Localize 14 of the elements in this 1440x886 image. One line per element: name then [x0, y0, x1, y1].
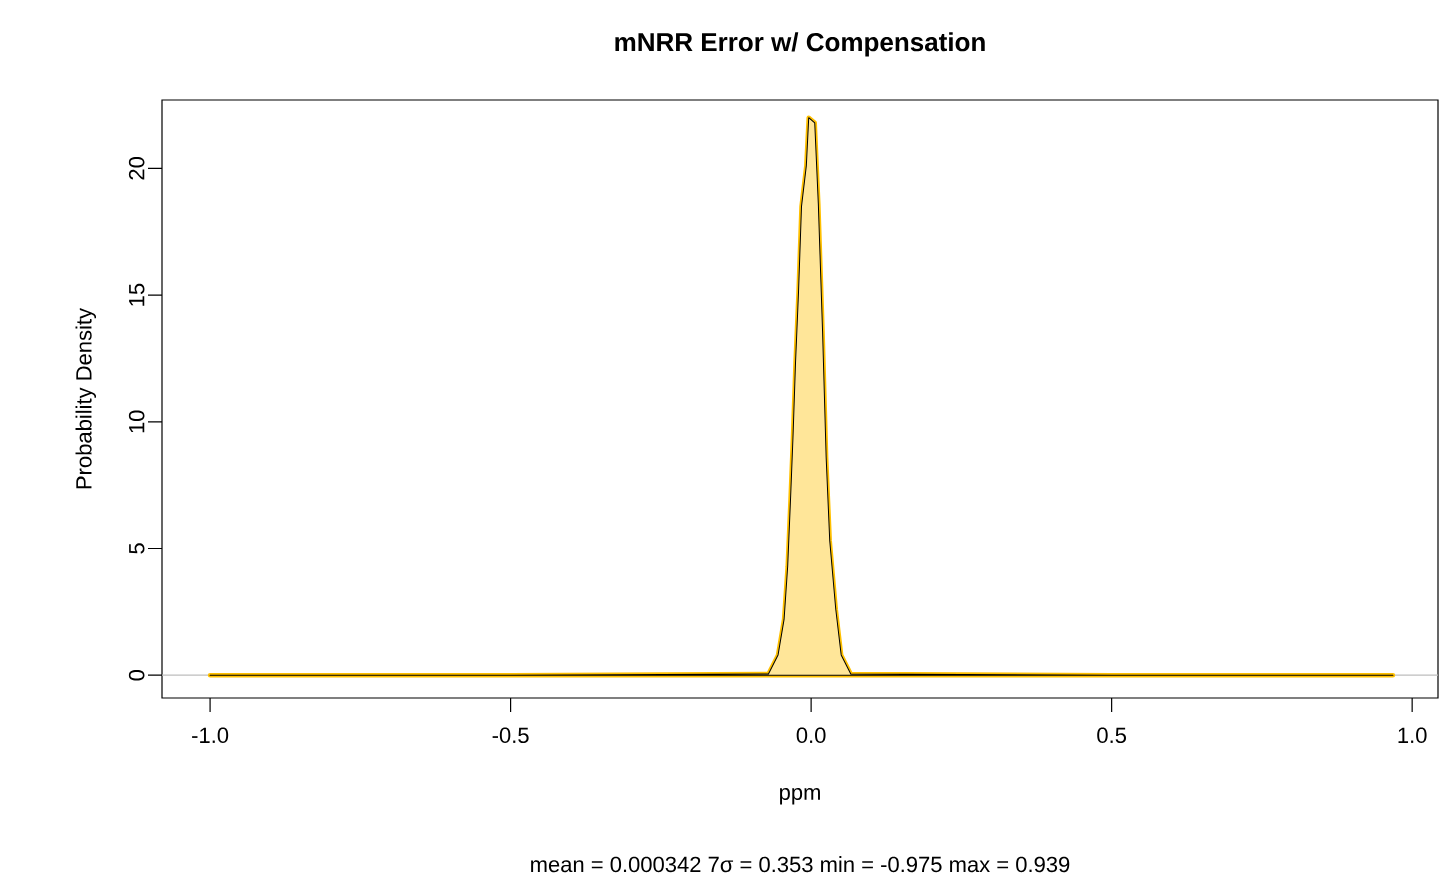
text: mean = 0.000342 7σ = 0.353 min = -0.975 max = 0.939 [531, 856, 1070, 873]
chart-title: mNRR Error w/ Compensation [615, 32, 985, 57]
x-tick-label: -0.5 [492, 727, 529, 744]
y-tick-label: 5 [129, 543, 145, 554]
y-tick-label: 15 [129, 283, 145, 306]
x-tick-label: -1.0 [192, 727, 229, 744]
y-axis-title: Probability Density [75, 307, 97, 489]
x-tick-label: 0.0 [796, 727, 826, 744]
x-axis-title: ppm [780, 787, 820, 805]
y-tick-label: 10 [128, 410, 145, 433]
x-tick-label: 0.5 [1097, 727, 1126, 744]
x-tick-label: 1.0 [1398, 727, 1427, 744]
y-tick-label: 20 [128, 157, 145, 180]
y-tick-label: 0 [128, 669, 145, 681]
